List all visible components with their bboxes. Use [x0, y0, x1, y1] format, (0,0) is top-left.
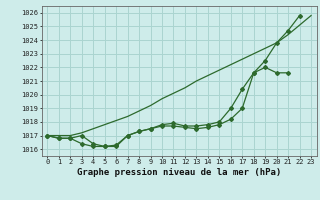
X-axis label: Graphe pression niveau de la mer (hPa): Graphe pression niveau de la mer (hPa) [77, 168, 281, 177]
